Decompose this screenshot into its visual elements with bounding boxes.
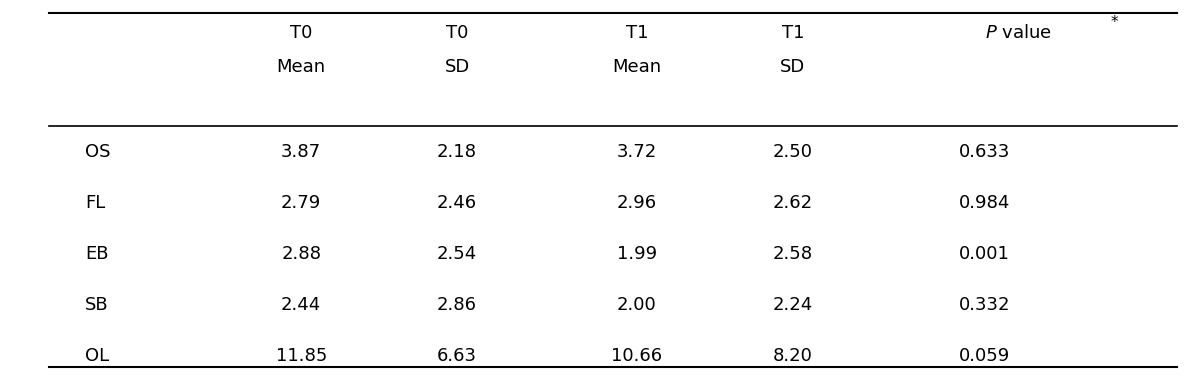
- Text: 0.633: 0.633: [959, 143, 1011, 161]
- Text: Mean: Mean: [612, 59, 661, 76]
- Text: Mean: Mean: [276, 59, 326, 76]
- Text: 2.00: 2.00: [617, 296, 656, 314]
- Text: FL: FL: [85, 194, 106, 212]
- Text: 0.984: 0.984: [959, 194, 1011, 212]
- Text: 2.50: 2.50: [773, 143, 813, 161]
- Text: *: *: [1111, 15, 1118, 30]
- Text: EB: EB: [85, 245, 109, 263]
- Text: T1: T1: [781, 24, 804, 43]
- Text: 0.001: 0.001: [959, 245, 1010, 263]
- Text: 2.79: 2.79: [281, 194, 321, 212]
- Text: 3.72: 3.72: [617, 143, 657, 161]
- Text: 11.85: 11.85: [275, 347, 327, 365]
- Text: 1.99: 1.99: [617, 245, 657, 263]
- Text: 6.63: 6.63: [438, 347, 477, 365]
- Text: SD: SD: [445, 59, 470, 76]
- Text: T1: T1: [626, 24, 648, 43]
- Text: 0.332: 0.332: [959, 296, 1011, 314]
- Text: T0: T0: [290, 24, 313, 43]
- Text: 2.86: 2.86: [438, 296, 477, 314]
- Text: OL: OL: [85, 347, 109, 365]
- Text: 8.20: 8.20: [773, 347, 813, 365]
- Text: SD: SD: [780, 59, 805, 76]
- Text: 2.44: 2.44: [281, 296, 321, 314]
- Text: 2.96: 2.96: [617, 194, 657, 212]
- Text: 0.059: 0.059: [959, 347, 1011, 365]
- Text: 2.54: 2.54: [438, 245, 477, 263]
- Text: 2.46: 2.46: [438, 194, 477, 212]
- Text: 2.58: 2.58: [773, 245, 813, 263]
- Text: T0: T0: [446, 24, 469, 43]
- Text: OS: OS: [85, 143, 111, 161]
- Text: 10.66: 10.66: [612, 347, 662, 365]
- Text: 2.18: 2.18: [438, 143, 477, 161]
- Text: $\it{P}$ value: $\it{P}$ value: [984, 24, 1052, 43]
- Text: 2.88: 2.88: [281, 245, 321, 263]
- Text: 3.87: 3.87: [281, 143, 321, 161]
- Text: 2.24: 2.24: [773, 296, 813, 314]
- Text: SB: SB: [85, 296, 109, 314]
- Text: 2.62: 2.62: [773, 194, 813, 212]
